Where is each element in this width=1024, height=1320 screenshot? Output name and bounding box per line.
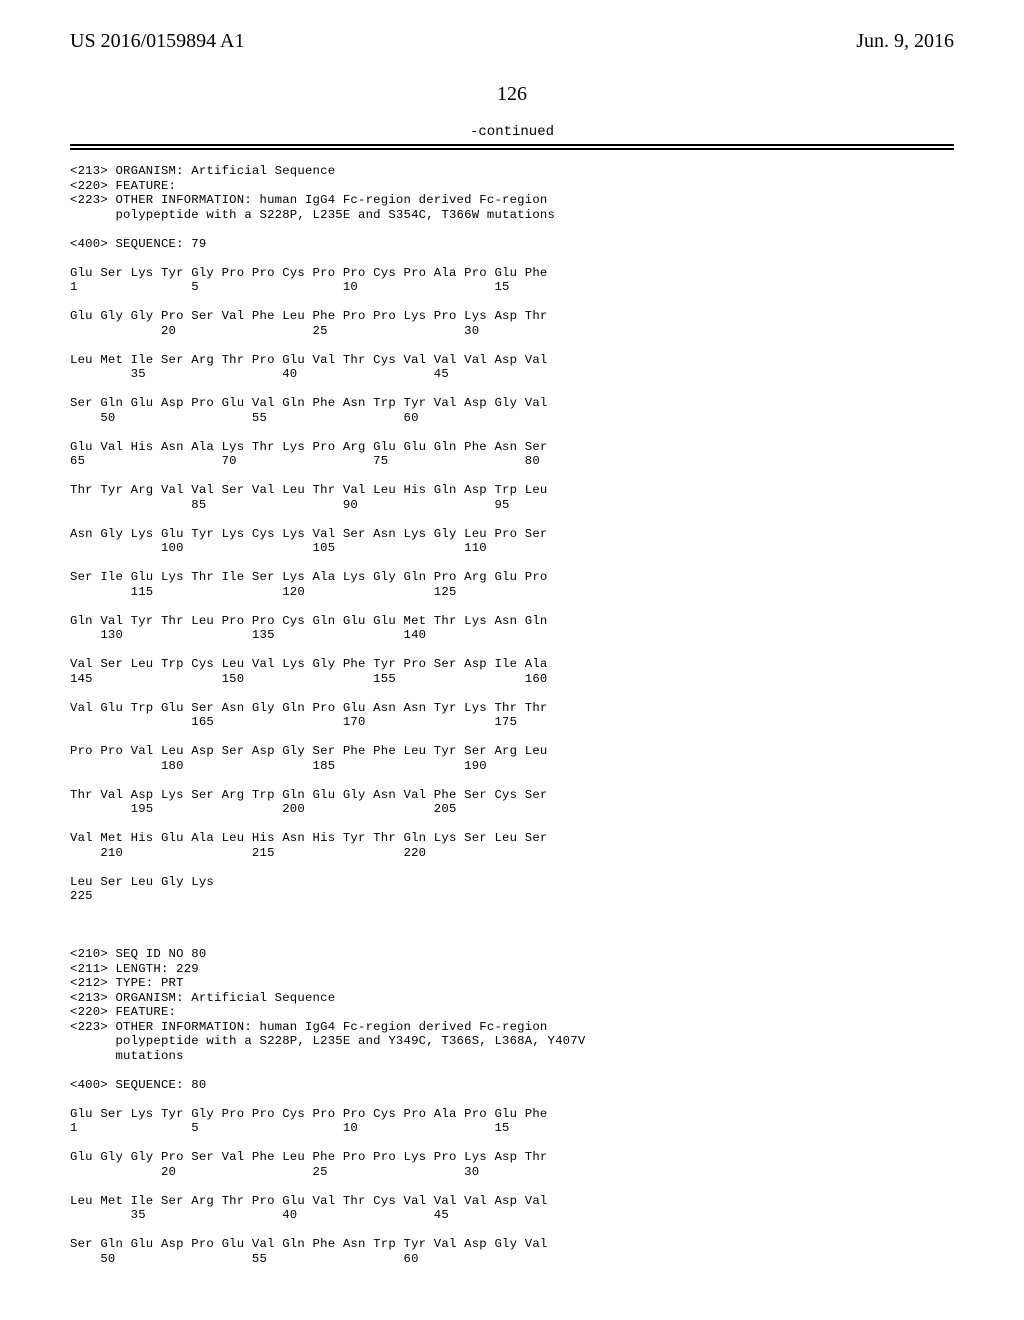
page-number: 126	[70, 83, 954, 106]
header-left: US 2016/0159894 A1	[70, 30, 244, 53]
continued-label: -continued	[70, 124, 954, 140]
page-header: US 2016/0159894 A1 Jun. 9, 2016	[70, 30, 954, 53]
top-rule-1	[70, 144, 954, 146]
sequence-listing: <213> ORGANISM: Artificial Sequence <220…	[70, 164, 954, 1266]
page-root: US 2016/0159894 A1 Jun. 9, 2016 126 -con…	[0, 0, 1024, 1320]
header-right: Jun. 9, 2016	[856, 30, 954, 53]
top-rule-2	[70, 148, 954, 150]
